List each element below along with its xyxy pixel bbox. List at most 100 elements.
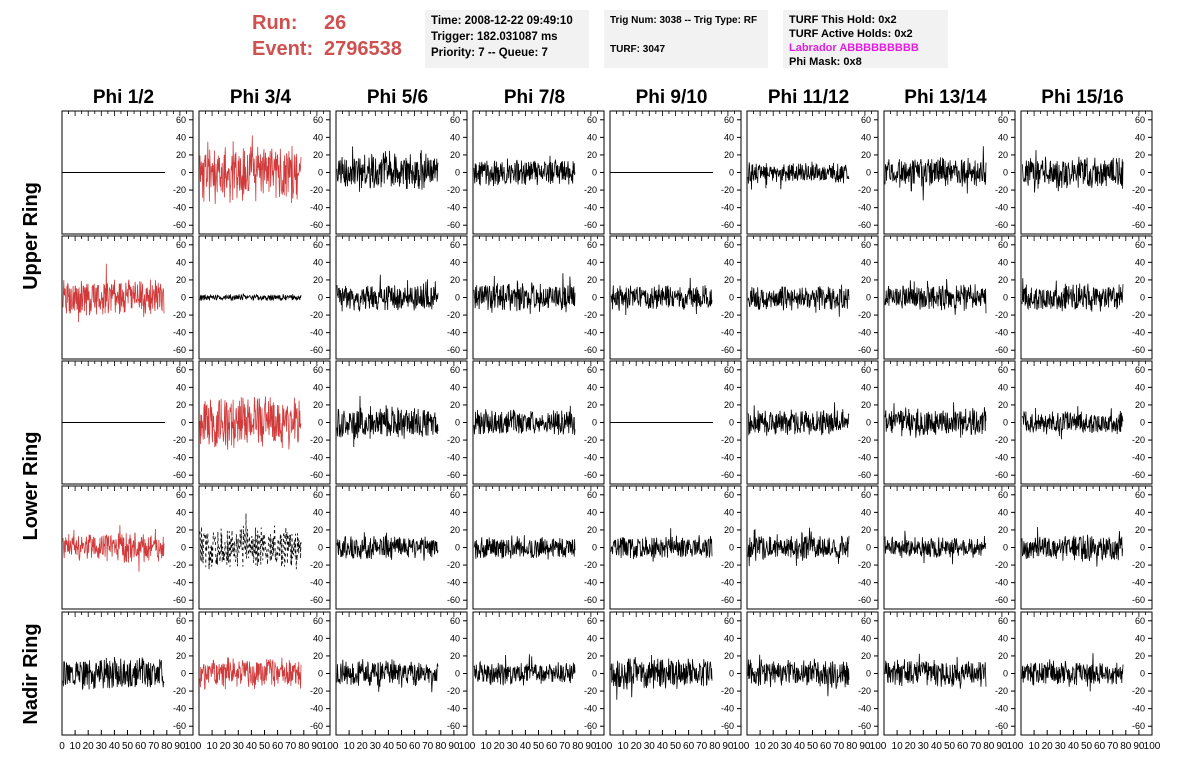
x-tick-label: 20: [83, 741, 95, 752]
x-tick-label: 70: [833, 741, 845, 752]
y-tick-label: 20: [724, 275, 734, 285]
y-tick-label: 60: [1135, 240, 1145, 250]
waveform-trace: [884, 402, 987, 438]
waveform-trace: [747, 402, 850, 436]
y-tick-label: 0: [318, 168, 323, 178]
waveform-trace: [62, 263, 165, 323]
x-tick-label: 40: [520, 741, 532, 752]
y-tick-label: 40: [724, 132, 734, 142]
x-tick-label: 100: [733, 741, 750, 752]
turf-text: TURF: 3047: [610, 44, 666, 55]
y-tick-label: 40: [313, 132, 323, 142]
y-tick-label: 60: [861, 240, 871, 250]
y-tick-label: 0: [1140, 293, 1145, 303]
y-tick-label: -40: [995, 203, 1008, 213]
y-tick-label: 20: [450, 651, 460, 661]
x-tick-label: 50: [533, 741, 545, 752]
column-header: Phi 1/2: [93, 87, 154, 108]
waveform-trace: [473, 405, 576, 436]
y-tick-label: -20: [173, 435, 186, 445]
y-tick-label: 60: [313, 240, 323, 250]
y-tick-label: 0: [181, 168, 186, 178]
waveform-trace: [747, 284, 850, 317]
y-tick-label: 40: [1135, 633, 1145, 643]
waveform-trace: [199, 657, 302, 690]
y-tick-label: -60: [721, 470, 734, 480]
waveform-trace: [1021, 150, 1124, 193]
y-tick-label: 20: [587, 525, 597, 535]
x-tick-label: 100: [870, 741, 887, 752]
y-tick-label: 20: [587, 275, 597, 285]
waveform-trace: [1021, 278, 1124, 312]
y-tick-label: -40: [173, 453, 186, 463]
x-tick-label: 30: [644, 741, 656, 752]
x-tick-label: 60: [1094, 741, 1106, 752]
y-tick-label: -40: [858, 704, 871, 714]
y-tick-label: 40: [998, 257, 1008, 267]
y-tick-label: -20: [584, 686, 597, 696]
x-tick-label: 40: [383, 741, 395, 752]
x-tick-label: 90: [585, 741, 597, 752]
x-tick-label: 50: [807, 741, 819, 752]
y-tick-label: -20: [858, 686, 871, 696]
y-tick-label: -60: [858, 721, 871, 731]
y-tick-label: 60: [450, 365, 460, 375]
y-tick-label: 20: [313, 275, 323, 285]
y-tick-label: -60: [1132, 470, 1145, 480]
y-tick-label: -20: [1132, 435, 1145, 445]
y-tick-label: 0: [1003, 543, 1008, 553]
y-tick-label: -40: [447, 453, 460, 463]
y-tick-label: -40: [584, 453, 597, 463]
y-tick-label: 0: [181, 669, 186, 679]
y-tick-label: 60: [176, 365, 186, 375]
x-tick-label: 80: [709, 741, 721, 752]
y-tick-label: -40: [173, 328, 186, 338]
x-tick-label: 60: [957, 741, 969, 752]
waveform-trace: [610, 277, 713, 316]
y-tick-label: -40: [447, 704, 460, 714]
y-tick-label: 20: [998, 651, 1008, 661]
x-tick-label: 90: [1133, 741, 1145, 752]
y-tick-label: 40: [450, 132, 460, 142]
x-tick-label: 40: [1068, 741, 1080, 752]
row-group-label: Nadir Ring: [20, 623, 42, 724]
y-tick-label: 0: [1140, 669, 1145, 679]
y-tick-label: -60: [995, 721, 1008, 731]
y-tick-label: -40: [721, 203, 734, 213]
x-tick-label: 90: [722, 741, 734, 752]
x-tick-label: 100: [596, 741, 613, 752]
y-tick-label: -60: [1132, 220, 1145, 230]
y-tick-label: -60: [858, 470, 871, 480]
x-tick-label: 30: [781, 741, 793, 752]
y-tick-label: 0: [729, 168, 734, 178]
y-tick-label: 60: [1135, 115, 1145, 125]
y-tick-label: 40: [998, 382, 1008, 392]
waveform-trace: [610, 654, 713, 700]
y-tick-label: -60: [1132, 345, 1145, 355]
time-info-box: Time: 2008-12-22 09:49:10 Trigger: 182.0…: [425, 10, 589, 68]
x-tick-label: 80: [1120, 741, 1132, 752]
y-tick-label: -60: [858, 220, 871, 230]
waveform-trace: [199, 293, 302, 302]
y-tick-label: -60: [995, 595, 1008, 605]
waveform-trace: [473, 654, 576, 686]
y-tick-label: 20: [450, 275, 460, 285]
y-tick-label: -60: [858, 595, 871, 605]
y-tick-label: -40: [310, 453, 323, 463]
panel-frame: [198, 235, 331, 360]
y-tick-label: -20: [858, 435, 871, 445]
y-tick-label: -40: [858, 578, 871, 588]
y-tick-label: 60: [998, 616, 1008, 626]
y-tick-label: -40: [447, 203, 460, 213]
y-tick-label: -20: [1132, 310, 1145, 320]
y-tick-label: 20: [724, 150, 734, 160]
y-tick-label: 40: [313, 257, 323, 267]
y-tick-label: -60: [995, 470, 1008, 480]
y-tick-label: 0: [455, 543, 460, 553]
y-tick-label: 60: [587, 240, 597, 250]
y-tick-label: -40: [858, 328, 871, 338]
y-tick-label: 60: [861, 616, 871, 626]
x-tick-label: 10: [70, 741, 82, 752]
y-tick-label: 0: [866, 168, 871, 178]
